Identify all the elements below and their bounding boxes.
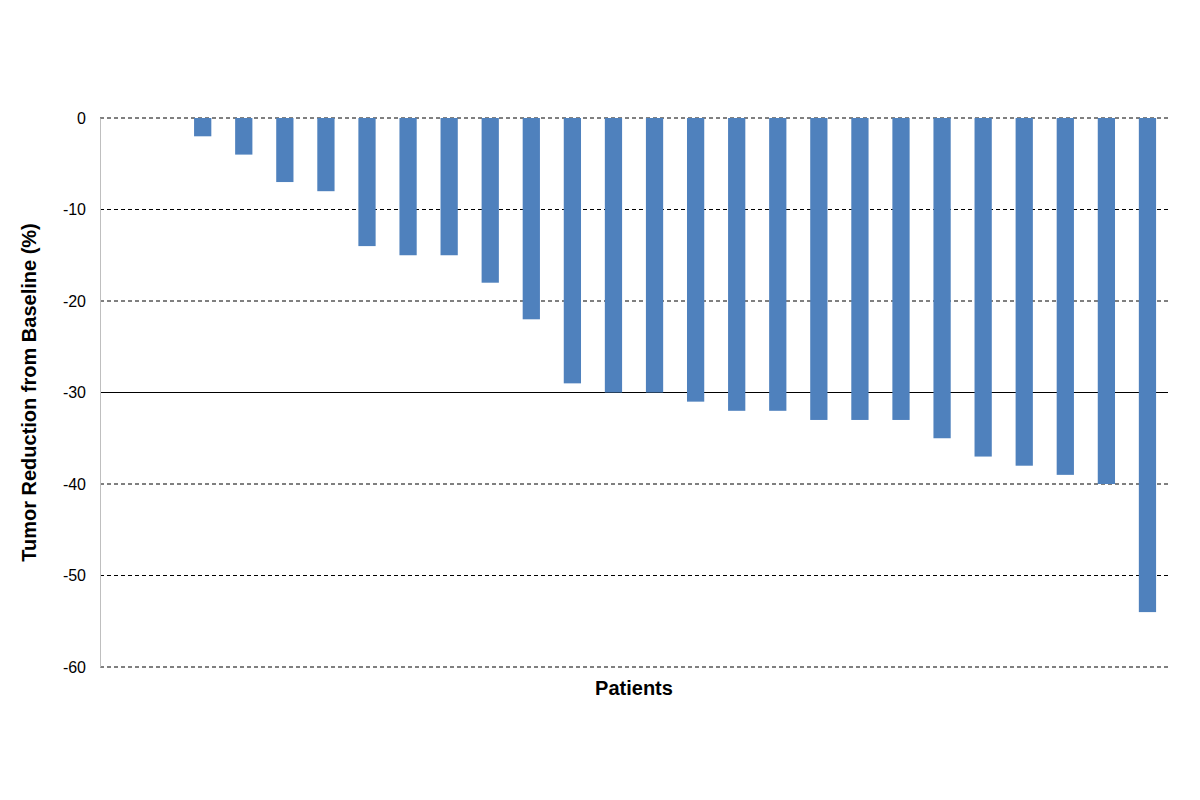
y-tick-label: -50 bbox=[63, 567, 86, 584]
y-axis-title: Tumor Reduction from Baseline (%) bbox=[18, 223, 40, 562]
bar bbox=[194, 118, 211, 136]
bar bbox=[1016, 118, 1033, 466]
y-tick-label: -10 bbox=[63, 201, 86, 218]
grid-line bbox=[100, 484, 1168, 485]
y-tick: -30 bbox=[63, 384, 100, 401]
y-tick-label: 0 bbox=[77, 110, 86, 127]
grid-line bbox=[100, 575, 1168, 576]
y-tick-label: -60 bbox=[63, 659, 86, 676]
y-tick-label: -20 bbox=[63, 293, 86, 310]
y-tick: 0 bbox=[77, 110, 100, 127]
bar bbox=[399, 118, 416, 255]
bars bbox=[194, 118, 1156, 612]
y-axis-line bbox=[100, 119, 101, 668]
plot-area: -60 -50 -40 -30 -20 -10 0 bbox=[63, 110, 1168, 676]
bar bbox=[728, 118, 745, 411]
bar bbox=[482, 118, 499, 283]
grid-line bbox=[100, 118, 1168, 119]
y-tick: -50 bbox=[63, 567, 100, 584]
bar bbox=[564, 118, 581, 383]
bar bbox=[769, 118, 786, 411]
bar bbox=[646, 118, 663, 393]
y-tick: -10 bbox=[63, 201, 100, 218]
y-tick-label: -30 bbox=[63, 384, 86, 401]
bar bbox=[153, 118, 170, 119]
bar bbox=[358, 118, 375, 246]
bar bbox=[112, 118, 129, 119]
bar bbox=[892, 118, 909, 420]
y-tick: -20 bbox=[63, 293, 100, 310]
x-axis-title: Patients bbox=[595, 677, 673, 699]
bar bbox=[1098, 118, 1115, 484]
grid-line bbox=[100, 392, 1168, 393]
bar bbox=[933, 118, 950, 438]
reference-line bbox=[100, 392, 1168, 393]
bar bbox=[605, 118, 622, 393]
y-axis: -60 -50 -40 -30 -20 -10 0 bbox=[63, 110, 101, 676]
bar bbox=[1139, 118, 1156, 612]
bar bbox=[276, 118, 293, 182]
grid-line bbox=[100, 667, 1168, 668]
chart: -60 -50 -40 -30 -20 -10 0 Patients Tumor Reducti… bbox=[0, 0, 1200, 800]
grid-line bbox=[100, 301, 1168, 302]
bar bbox=[235, 118, 252, 155]
grid bbox=[100, 118, 1168, 667]
grid-line bbox=[100, 209, 1168, 210]
bar bbox=[810, 118, 827, 420]
bar bbox=[441, 118, 458, 255]
bar bbox=[523, 118, 540, 319]
bar bbox=[975, 118, 992, 457]
y-tick-label: -40 bbox=[63, 476, 86, 493]
bar bbox=[1057, 118, 1074, 475]
y-tick: -60 bbox=[63, 659, 100, 676]
bar bbox=[851, 118, 868, 420]
bar bbox=[687, 118, 704, 402]
bar bbox=[317, 118, 334, 191]
y-tick: -40 bbox=[63, 476, 100, 493]
